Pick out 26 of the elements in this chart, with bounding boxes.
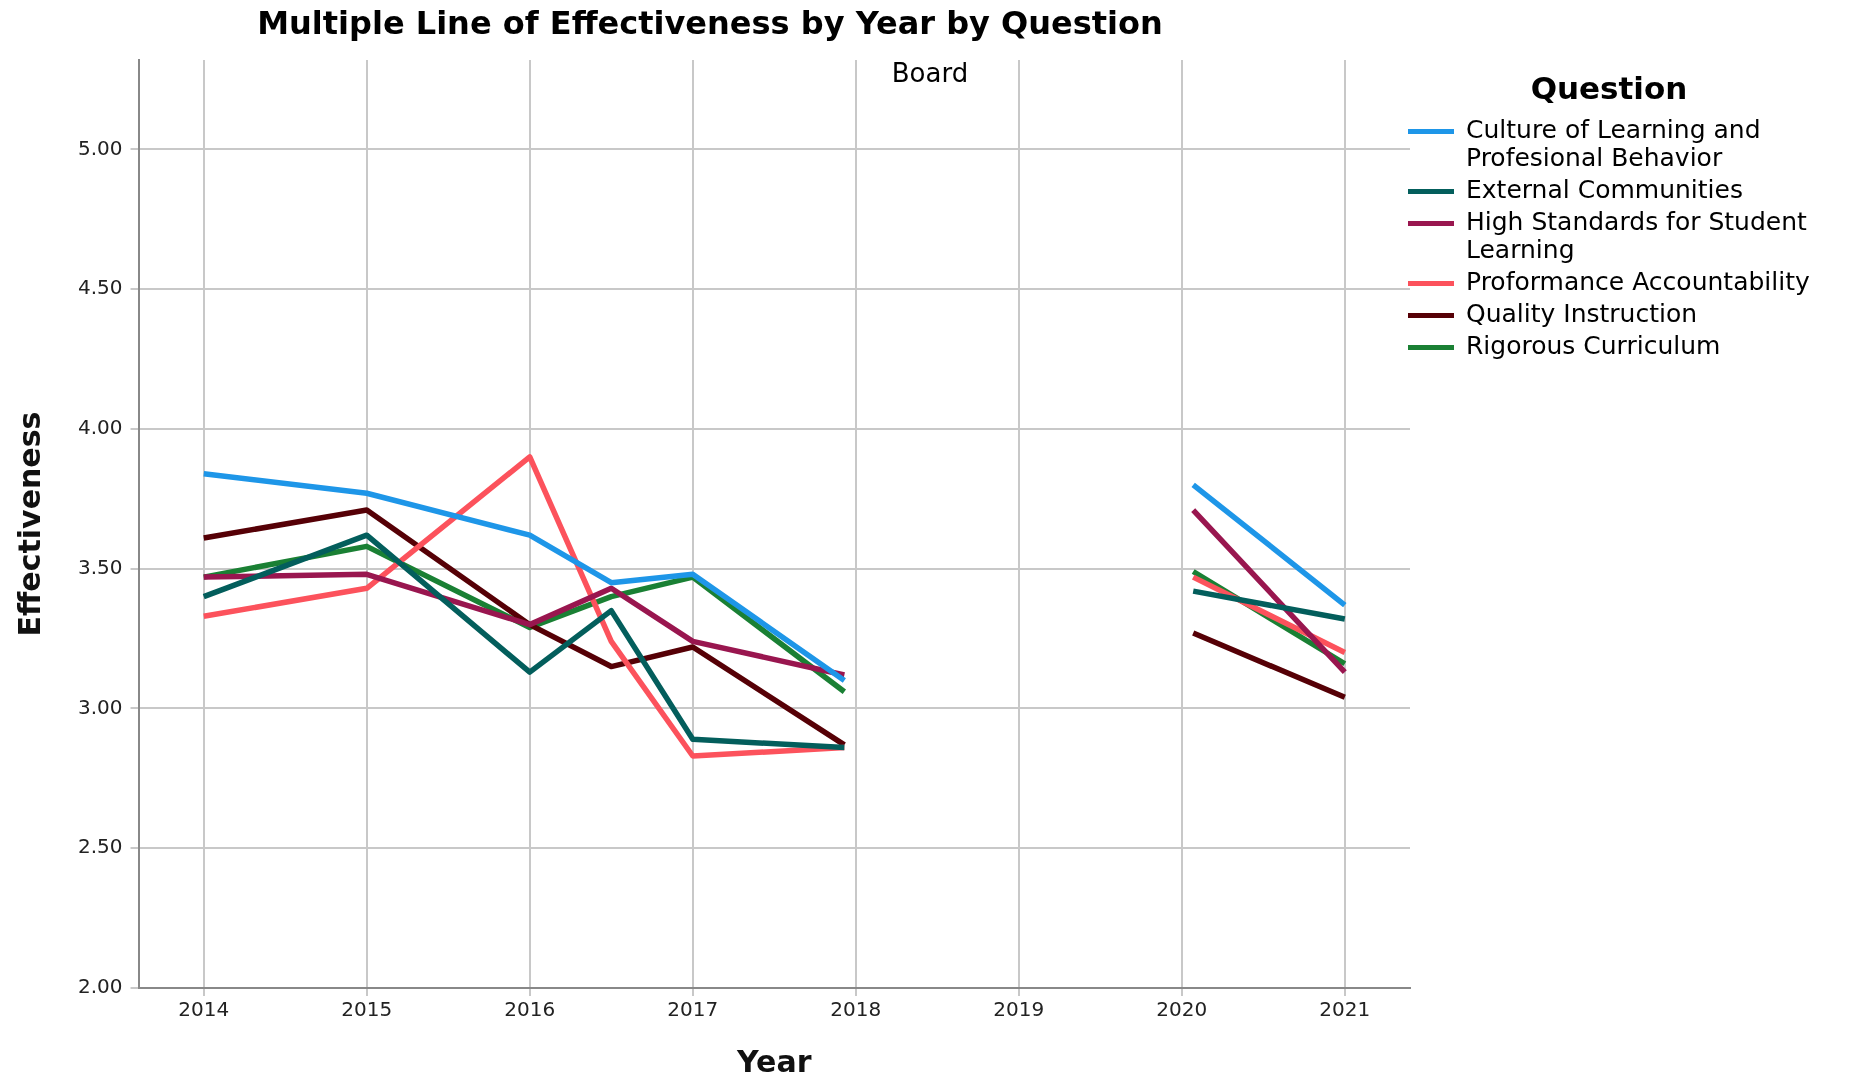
x-tick-label: 2021 [1319,997,1371,1022]
legend-label: Proformance Accountability [1466,267,1810,296]
y-tick-label: 5.00 [78,135,123,160]
legend-label: Quality Instruction [1466,299,1698,328]
x-axis-title: Year [736,1043,812,1079]
chart-title: Multiple Line of Effectiveness by Year by Question [256,4,1164,42]
x-tick-label: 2015 [341,997,393,1022]
y-tick-label: 3.00 [78,694,123,719]
x-tick-label: 2017 [667,997,719,1022]
chart-subtitle: Board [891,58,969,88]
x-tick-label: 2019 [993,997,1045,1022]
legend-label: Rigorous Curriculum [1466,331,1721,360]
legend-title: Question [1529,70,1689,106]
legend-label: External Communities [1466,175,1743,204]
x-tick-label: 2018 [830,997,882,1022]
x-tick-label: 2020 [1156,997,1208,1022]
x-tick-label: 2014 [178,997,230,1022]
y-tick-label: 2.50 [78,834,123,859]
y-tick-label: 3.50 [78,554,123,579]
legend-label: Culture of Learning and Profesional Behavior [1466,115,1762,172]
y-tick-label: 4.00 [78,415,123,440]
y-tick-label: 4.50 [78,275,123,300]
legend-label: High Standards for Student Learning [1466,207,1808,264]
y-tick-label: 2.00 [78,974,123,999]
x-tick-label: 2016 [504,997,556,1022]
y-axis-title: Effectiveness [11,411,47,637]
